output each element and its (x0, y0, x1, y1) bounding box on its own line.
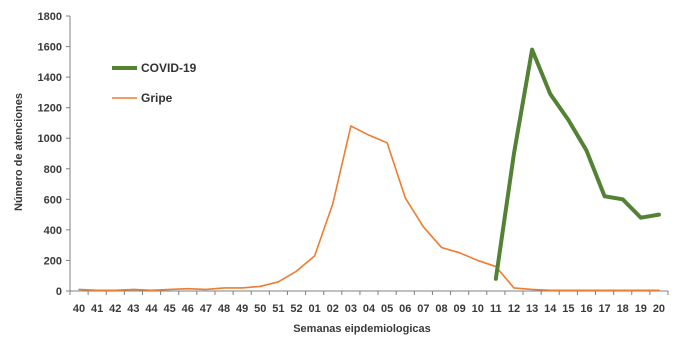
y-tick-label: 200 (44, 255, 62, 267)
legend-label: COVID-19 (141, 61, 197, 75)
axes: 0 200 400 600 800 1000 1200 1400 1600 1800 40 41 42 4… (38, 11, 669, 315)
x-tick-label: 11 (490, 303, 502, 315)
x-tick-label: 42 (109, 303, 121, 315)
x-tick-label: 09 (453, 303, 465, 315)
x-tick-label: 43 (127, 303, 139, 315)
y-tick-label: 800 (44, 164, 62, 176)
x-tick-label: 06 (399, 303, 411, 315)
x-tick-label: 20 (653, 303, 665, 315)
legend: COVID-19 Gripe (112, 61, 197, 105)
x-tick-label: 52 (290, 303, 302, 315)
y-tick-label: 400 (44, 225, 62, 237)
x-tick-label: 44 (145, 303, 158, 315)
x-tick-label: 12 (508, 303, 520, 315)
x-tick-label: 46 (182, 303, 194, 315)
series-line-covid-19 (493, 47, 661, 281)
x-axis-title: Semanas eipdemiologicas (293, 323, 431, 335)
x-tick-label: 50 (254, 303, 266, 315)
x-tick-label: 19 (635, 303, 647, 315)
x-tick-label: 45 (164, 303, 176, 315)
y-tick-label: 1600 (38, 42, 62, 54)
y-axis-title: Número de atenciones (13, 93, 25, 211)
x-tick-label: 41 (91, 303, 103, 315)
x-tick-label: 16 (580, 303, 592, 315)
x-tick-label: 01 (309, 303, 321, 315)
x-tick-label: 10 (472, 303, 484, 315)
x-tick-label: 47 (200, 303, 212, 315)
x-tick-label: 14 (544, 303, 557, 315)
x-tick-label: 48 (218, 303, 230, 315)
x-tick-label: 03 (345, 303, 357, 315)
y-tick-label: 1200 (38, 103, 62, 115)
x-tick-label: 02 (327, 303, 339, 315)
x-tick-label: 40 (73, 303, 85, 315)
x-tick-label: 17 (598, 303, 610, 315)
x-tick-label: 05 (381, 303, 393, 315)
x-tick-label: 49 (236, 303, 248, 315)
y-tick-label: 0 (56, 286, 62, 298)
x-tick-label: 15 (562, 303, 574, 315)
y-tick-label: 1800 (38, 11, 62, 23)
x-tick-label: 08 (435, 303, 447, 315)
y-tick-label: 1000 (38, 133, 62, 145)
y-tick-label: 600 (44, 194, 62, 206)
x-tick-label: 07 (417, 303, 429, 315)
legend-label: Gripe (141, 91, 173, 105)
series-line-gripe (78, 125, 660, 292)
x-tick-label: 18 (617, 303, 629, 315)
x-tick-label: 13 (526, 303, 538, 315)
x-tick-label: 04 (363, 303, 376, 315)
x-tick-label: 51 (272, 303, 284, 315)
series-layer (78, 47, 661, 292)
y-tick-label: 1400 (38, 72, 62, 84)
